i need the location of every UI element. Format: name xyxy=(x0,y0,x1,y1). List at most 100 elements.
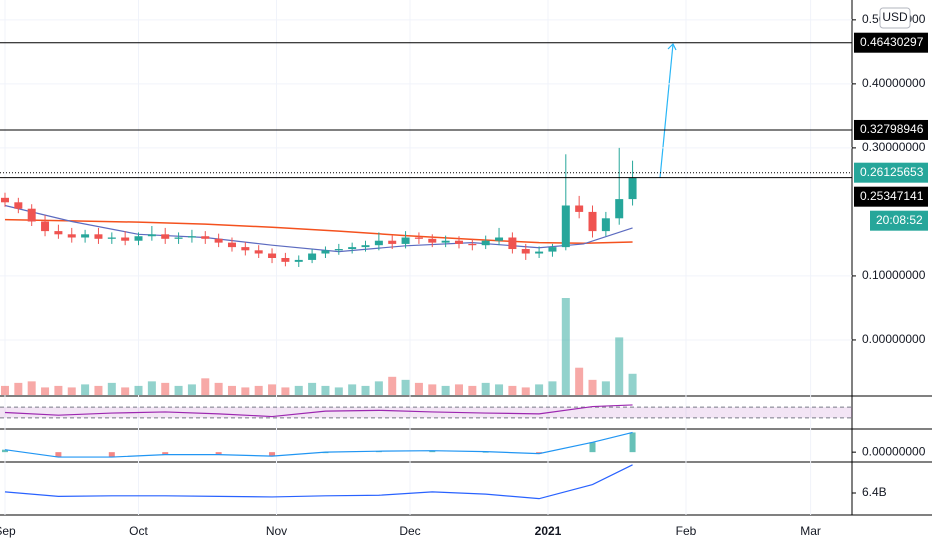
volume-bar xyxy=(561,298,570,395)
volume-bar xyxy=(575,367,584,395)
volume-bar xyxy=(41,387,50,395)
volume-bar xyxy=(348,384,357,395)
candle-body xyxy=(374,240,383,246)
price-label-box xyxy=(854,32,928,53)
candle-body xyxy=(121,237,130,241)
y-tick-label: 0.10000000 xyxy=(862,268,926,282)
volume-bar xyxy=(0,385,9,395)
volume-bar xyxy=(374,381,383,395)
volume-bar xyxy=(321,385,330,395)
candle-body xyxy=(414,237,423,239)
macd-histogram xyxy=(1,449,8,453)
volume-bar xyxy=(134,385,143,395)
candle-body xyxy=(0,197,9,203)
candle-body xyxy=(334,249,343,251)
candle-body xyxy=(161,234,170,239)
volume-bar xyxy=(254,385,263,395)
obv-line xyxy=(4,464,633,500)
volume-bar xyxy=(468,385,477,395)
candle-body xyxy=(428,238,437,243)
volume-bar xyxy=(521,387,530,395)
volume-bar xyxy=(401,379,410,395)
currency-box[interactable] xyxy=(879,7,911,29)
candle-body xyxy=(281,257,290,262)
candle-body xyxy=(147,234,156,237)
macd-histogram xyxy=(629,432,636,453)
candle-body xyxy=(94,234,103,239)
volume-bar xyxy=(588,379,597,395)
macd-histogram xyxy=(55,452,62,458)
volume-bar xyxy=(27,381,36,395)
y-tick-label: 6.4B xyxy=(862,485,887,499)
rsi-line xyxy=(4,404,633,418)
candle-body xyxy=(601,218,610,232)
price-label-box xyxy=(854,186,928,207)
candle-body xyxy=(54,231,63,235)
volume-bar xyxy=(294,385,303,395)
volume-bar xyxy=(281,387,290,395)
candle-body xyxy=(548,247,557,252)
candle-body xyxy=(81,234,90,238)
price-label-box xyxy=(854,119,928,140)
price-label-box xyxy=(854,162,928,183)
volume-bar xyxy=(201,378,210,395)
volume-bar xyxy=(147,381,156,395)
macd-histogram xyxy=(269,452,276,457)
projection-arrow xyxy=(659,43,674,179)
y-tick-label: 0.00000000 xyxy=(862,332,926,346)
volume-bar xyxy=(441,385,450,395)
candle-body xyxy=(294,259,303,262)
volume-bar xyxy=(14,382,23,395)
candle-body xyxy=(14,202,23,209)
candle-body xyxy=(241,247,250,251)
x-tick-label: Feb xyxy=(676,524,697,538)
volume-bar xyxy=(388,376,397,395)
candle-body xyxy=(561,205,570,248)
volume-bar xyxy=(121,387,130,395)
candle-body xyxy=(521,249,530,254)
volume-bar xyxy=(54,385,63,395)
candle-body xyxy=(401,237,410,244)
candle-body xyxy=(214,238,223,243)
volume-bar xyxy=(481,382,490,395)
candle-body xyxy=(27,208,36,222)
x-tick-label: Dec xyxy=(399,524,420,538)
volume-bar xyxy=(535,384,544,395)
candle-body xyxy=(535,251,544,254)
price-label: 0.32798946 xyxy=(860,122,924,136)
x-tick-label: Nov xyxy=(266,524,287,538)
candle-body xyxy=(454,240,463,244)
volume-bar xyxy=(495,384,504,395)
candle-body xyxy=(575,205,584,212)
macd-line xyxy=(4,431,633,458)
y-tick-label: 0.30000000 xyxy=(862,140,926,154)
candle-body xyxy=(481,240,490,246)
volume-bar xyxy=(214,382,223,395)
volume-bar xyxy=(81,384,90,395)
macd-histogram xyxy=(108,452,115,458)
candle-body xyxy=(615,199,624,219)
y-tick-label: 0.40000000 xyxy=(862,76,926,90)
volume-bar xyxy=(241,387,250,395)
candle-body xyxy=(495,237,504,241)
candle-body xyxy=(348,247,357,250)
y-tick-label: 0.00000000 xyxy=(862,444,926,458)
ma_slow-line xyxy=(4,218,633,245)
volume-bar xyxy=(615,337,624,395)
candle-body xyxy=(41,221,50,232)
price-label: 0.26125653 xyxy=(860,165,924,179)
candle-body xyxy=(107,237,116,239)
x-tick-label: Oct xyxy=(129,524,148,538)
volume-bar xyxy=(428,384,437,395)
macd-histogram xyxy=(162,452,169,455)
volume-bar xyxy=(601,381,610,395)
volume-bar xyxy=(227,385,236,395)
macd-histogram xyxy=(215,452,222,455)
rsi-band xyxy=(0,407,852,418)
candle-body xyxy=(268,253,277,258)
volume-bar xyxy=(94,385,103,395)
macd-histogram xyxy=(589,442,596,453)
candle-body xyxy=(227,242,236,248)
